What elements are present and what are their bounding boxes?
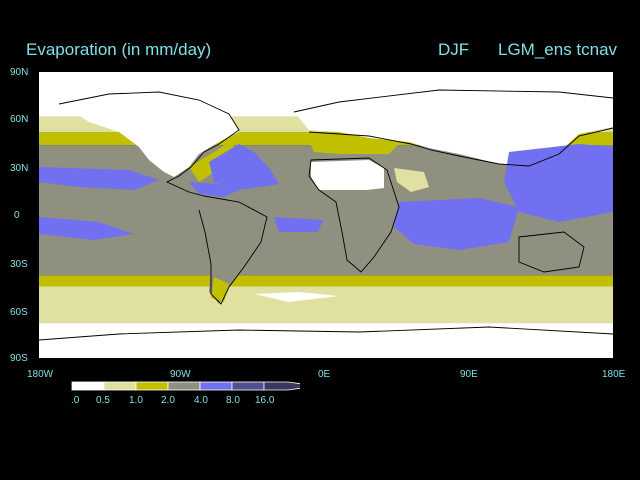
lon-label-180w: 180W — [27, 369, 54, 380]
north-america-land — [59, 90, 239, 177]
colorbar-label-2: 1.0 — [129, 395, 143, 406]
lat-label-30n: 30N — [10, 163, 29, 174]
coastline-eurasia — [293, 89, 613, 167]
mediterranean-shade — [307, 136, 399, 154]
lat-label-60s: 60S — [10, 307, 28, 318]
lon-label-0e: 0E — [318, 369, 331, 380]
coastline-north-america — [58, 91, 240, 197]
north-atlantic-high — [209, 144, 279, 190]
evaporation-map — [39, 72, 613, 358]
lat-label-60n: 60N — [10, 114, 29, 125]
colorbar-swatch-3 — [167, 381, 201, 391]
run-label: LGM_ens tcnav — [498, 40, 618, 59]
atlantic-south-high — [274, 217, 324, 232]
arabia-land — [394, 168, 429, 192]
season-label: DJF — [438, 40, 470, 59]
south-america-land — [197, 197, 269, 304]
pacific-west-high — [504, 144, 613, 222]
colorbar-label-6: 16.0 — [255, 395, 275, 406]
ocean-band-4 — [39, 275, 613, 287]
eurasia-land — [289, 86, 613, 164]
antarctica-land — [39, 327, 613, 358]
lon-label-180e: 180E — [602, 369, 626, 380]
lon-label-90e: 90E — [460, 369, 478, 380]
coastline-antarctica — [39, 326, 613, 341]
colorbar-label-4: 4.0 — [194, 395, 208, 406]
coastlines — [39, 89, 613, 341]
colorbar-swatch-6 — [263, 381, 300, 391]
colorbar-swatch-5 — [231, 381, 265, 391]
colorbar-swatch-0 — [71, 381, 105, 391]
colorbar-swatch-1 — [103, 381, 137, 391]
colorbar-label-5: 8.0 — [226, 395, 240, 406]
lat-label-30s: 30S — [10, 259, 28, 270]
regional-shading — [39, 86, 613, 358]
lon-label-90w: 90W — [170, 369, 191, 380]
lat-label-90s: 90S — [10, 353, 28, 364]
colorbar-label-3: 2.0 — [161, 395, 175, 406]
africa-south-land — [319, 190, 399, 272]
caribbean-high — [189, 182, 239, 197]
indian-ocean-high — [394, 198, 519, 250]
southern-white-patch — [254, 292, 339, 302]
australia-land — [519, 232, 584, 272]
coastline-south-america — [198, 195, 268, 305]
ocean-band-5 — [39, 286, 613, 324]
pacific-south-high — [39, 217, 134, 240]
lat-label-90n: 90N — [10, 67, 29, 78]
colorbar-label-1: 0.5 — [96, 395, 110, 406]
colorbar-swatch-2 — [135, 381, 169, 391]
lat-label-eq: 0 — [14, 210, 20, 221]
colorbar — [71, 381, 300, 391]
colorbar-label-0: .0 — [71, 395, 80, 406]
sahara-land — [311, 160, 384, 192]
map-title: Evaporation (in mm/day) — [26, 40, 212, 59]
coastline-australia — [518, 231, 585, 273]
coastline-africa — [308, 157, 400, 273]
pacific-east-high — [39, 167, 159, 190]
colorbar-swatch-4 — [199, 381, 233, 391]
